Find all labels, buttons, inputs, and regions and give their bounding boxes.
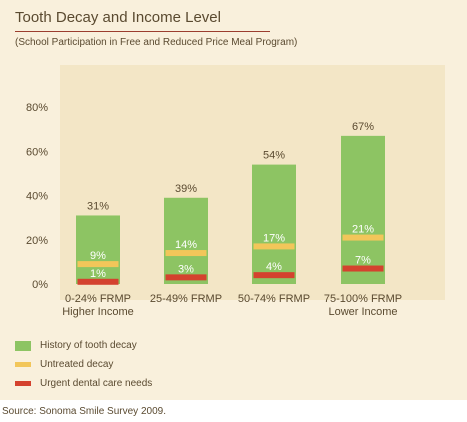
marker-untreated-decay	[77, 261, 119, 268]
y-tick-label: 60%	[26, 146, 48, 158]
data-label-untreated: 17%	[263, 232, 285, 244]
legend-item: Untreated decay	[15, 355, 152, 374]
data-label-untreated: 9%	[90, 250, 106, 262]
marker-urgent-dental-care	[165, 274, 207, 281]
data-label-history: 31%	[87, 200, 109, 212]
bar-history-of-tooth-decay	[76, 215, 120, 284]
x-tick-label: Higher Income	[62, 306, 134, 318]
legend-swatch	[15, 362, 31, 367]
data-label-history: 39%	[175, 183, 197, 195]
bar-history-of-tooth-decay	[252, 164, 296, 284]
data-label-urgent: 4%	[266, 261, 282, 273]
y-tick-label: 40%	[26, 191, 48, 203]
legend-item: History of tooth decay	[15, 336, 152, 355]
legend-swatch	[15, 381, 31, 386]
chart-subtitle: (School Participation in Free and Reduce…	[15, 37, 298, 48]
title-underline	[15, 31, 270, 32]
chart-title: Tooth Decay and Income Level	[15, 9, 221, 26]
marker-untreated-decay	[342, 234, 384, 241]
x-tick-label: 0-24% FRMP	[65, 293, 131, 305]
data-label-urgent: 7%	[355, 255, 371, 267]
x-tick-label: 50-74% FRMP	[238, 293, 310, 305]
data-label-untreated: 21%	[352, 224, 374, 236]
bar-chart: 0% 20% 40% 60% 80% 31% 39% 54% 67% 9% 14% 17% 21% 1% 3…	[26, 102, 402, 318]
marker-untreated-decay	[165, 250, 207, 257]
bar-history-of-tooth-decay	[164, 197, 208, 284]
legend-swatch	[15, 340, 31, 351]
bar-history-of-tooth-decay	[341, 135, 385, 284]
data-label-history: 54%	[263, 150, 285, 162]
y-tick-label: 0%	[32, 279, 48, 291]
marker-urgent-dental-care	[77, 278, 119, 285]
legend-label: Untreated decay	[40, 359, 114, 370]
y-tick-label: 80%	[26, 102, 48, 114]
marker-untreated-decay	[253, 243, 295, 250]
data-label-history: 67%	[352, 121, 374, 133]
y-tick-label: 20%	[26, 235, 48, 247]
x-tick-label: Lower Income	[328, 306, 397, 318]
legend-label: History of tooth decay	[40, 340, 137, 351]
chart-panel: Tooth Decay and Income Level (School Par…	[0, 0, 467, 400]
data-label-untreated: 14%	[175, 239, 197, 251]
data-label-urgent: 1%	[90, 268, 106, 280]
legend: History of tooth decay Untreated decay Urg…	[15, 336, 152, 393]
marker-urgent-dental-care	[342, 265, 384, 272]
x-tick-label: 75-100% FRMP	[324, 293, 402, 305]
marker-urgent-dental-care	[253, 272, 295, 279]
legend-label: Urgent dental care needs	[40, 378, 153, 389]
data-label-urgent: 3%	[178, 263, 194, 275]
source-note: Source: Sonoma Smile Survey 2009.	[2, 406, 166, 417]
x-tick-label: 25-49% FRMP	[150, 293, 222, 305]
legend-item: Urgent dental care needs	[15, 374, 152, 393]
